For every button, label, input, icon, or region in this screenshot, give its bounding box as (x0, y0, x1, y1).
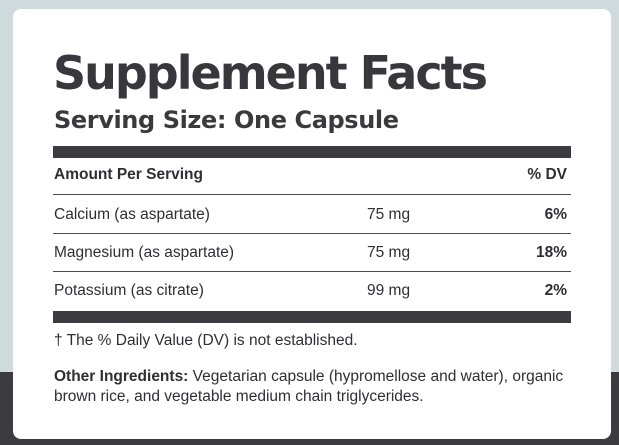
nutrient-daily-value: 6% (544, 206, 567, 223)
other-ingredients-label: Other Ingredients: (54, 368, 189, 385)
nutrient-name: Potassium (as citrate) (54, 282, 204, 299)
other-ingredients: Other Ingredients: Vegetarian capsule (h… (54, 367, 584, 407)
daily-value-footnote: † The % Daily Value (DV) is not establis… (54, 332, 358, 349)
top-divider-bar (53, 146, 571, 158)
amount-per-serving-header: Amount Per Serving (54, 166, 203, 183)
serving-size: Serving Size: One Capsule (54, 106, 399, 134)
row-divider (53, 271, 571, 272)
nutrient-amount: 99 mg (367, 282, 411, 299)
nutrient-amount: 75 mg (367, 244, 411, 261)
bottom-divider-bar (53, 311, 571, 323)
daily-value-header: % DV (527, 166, 567, 183)
nutrient-name: Calcium (as aspartate) (54, 206, 210, 223)
nutrient-amount: 75 mg (367, 206, 411, 223)
row-divider (53, 233, 571, 234)
nutrient-name: Magnesium (as aspartate) (54, 244, 235, 261)
supplement-facts-panel: Supplement Facts Serving Size: One Capsu… (13, 9, 611, 439)
nutrient-daily-value: 2% (544, 282, 567, 299)
row-divider (53, 194, 571, 195)
page-title: Supplement Facts (53, 46, 488, 100)
nutrient-daily-value: 18% (535, 244, 567, 261)
other-ingredients-text: Vegetarian capsule (hypromellose and wat… (54, 368, 564, 405)
